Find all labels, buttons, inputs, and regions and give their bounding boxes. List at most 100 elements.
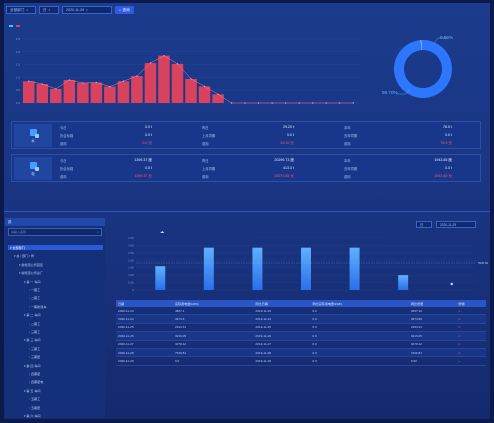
org-select[interactable]: 全部部门 ▾	[6, 6, 36, 14]
usage-bar[interactable]	[185, 78, 197, 103]
line-point[interactable]	[136, 75, 138, 77]
table-row[interactable]: 2020-11-25 2194.31 2019-11-25 0.0 2194.31 ∞	[116, 323, 486, 333]
legend-swatch[interactable]	[16, 25, 20, 28]
tree-item[interactable]: ▫ 二期工	[29, 321, 40, 326]
column-header[interactable]: 同比日期	[253, 300, 311, 307]
usage-bar[interactable]	[50, 88, 62, 103]
kpi-value-unit: 元	[148, 174, 152, 178]
legend-swatch[interactable]	[9, 25, 13, 28]
tree-item[interactable]: ▫ 三期配	[29, 354, 40, 359]
comparison-bar[interactable]	[349, 247, 360, 290]
column-header[interactable]: 实际用电量(kWh)	[172, 300, 254, 307]
line-point[interactable]	[257, 102, 260, 104]
column-header[interactable]: 同比增量	[408, 300, 457, 307]
period-select[interactable]: 日 ▾	[39, 6, 59, 14]
line-point[interactable]	[109, 85, 111, 88]
line-point[interactable]	[95, 81, 98, 84]
line-point[interactable]	[55, 88, 57, 90]
kpi-value-unit: 度	[448, 158, 452, 162]
date-select[interactable]: 2020-11-29 ▾	[62, 6, 112, 14]
usage-bar[interactable]	[212, 94, 224, 103]
column-header[interactable]: 同比实际用电量(kWh)	[310, 300, 409, 307]
usage-bar[interactable]	[63, 79, 76, 103]
usage-bar[interactable]	[117, 81, 130, 103]
line-point[interactable]	[82, 82, 84, 84]
line-point[interactable]	[149, 62, 152, 64]
tree-item[interactable]: ▾ 第 六 车间	[24, 413, 41, 418]
tree-item[interactable]: ▫ 三期工	[29, 346, 40, 351]
tree-item[interactable]: ▾ 第 一 车间	[24, 279, 41, 284]
tree-item[interactable]: ▾ 全部部门	[8, 245, 103, 250]
y-tick-label: 0.0	[16, 101, 21, 105]
usage-bar[interactable]	[198, 86, 211, 103]
table-row[interactable]: 2020-11-24 3974.8 2019-11-24 0.0 3974.80 ∞	[116, 314, 486, 324]
line-point[interactable]	[325, 102, 327, 104]
line-point[interactable]	[311, 102, 314, 104]
kpi-value-number: 0.0	[445, 133, 450, 137]
table-row[interactable]: 2020-11-29 0.0 2019-11-29 0.0 0.00 --	[116, 356, 486, 366]
tree-item[interactable]: ▾ 新能源公司总厂	[19, 270, 43, 275]
tree-item[interactable]: ▾ 第 五 车间	[24, 388, 41, 393]
table-row[interactable]: 2020-11-27 3278.42 2019-11-27 0.0 3278.42 ∞	[116, 340, 486, 349]
usage-bar[interactable]	[171, 63, 184, 103]
table-cell: 7326.81	[408, 348, 457, 358]
tree-item[interactable]: ▫ 一期工	[29, 287, 40, 292]
table-row[interactable]: 2020-11-28 7326.81 2019-11-28 0.0 7326.81 ∞	[116, 348, 486, 358]
line-point[interactable]	[244, 102, 246, 104]
line-point[interactable]	[284, 102, 287, 104]
usage-bar[interactable]	[144, 63, 157, 103]
line-point[interactable]	[271, 102, 273, 104]
comparison-bar[interactable]	[203, 247, 214, 290]
table-row[interactable]: 2020-11-23 4667.1 2019-11-23 0.0 4667.10 ∞	[116, 307, 486, 316]
comparison-bar[interactable]	[398, 275, 409, 290]
kpi-value-unit: t	[293, 166, 294, 170]
usage-bar[interactable]	[158, 55, 170, 103]
tree-item[interactable]: ▫ 五期工	[29, 396, 40, 401]
tree-item[interactable]: ▾ 第 三 车间	[24, 337, 41, 342]
line-point[interactable]	[68, 79, 71, 81]
tree-item[interactable]: ▾ 第 四 车间	[24, 363, 41, 368]
table-row[interactable]: 2020-11-26 3216.05 2019-11-26 0.0 3216.05 ∞	[116, 331, 486, 341]
tree-item[interactable]: ▾ 总 / 部门 / 局	[14, 253, 34, 258]
tree-search-input[interactable]: 请输入名称 ⌕	[8, 228, 102, 236]
line-point[interactable]	[217, 93, 219, 95]
line-point[interactable]	[203, 85, 206, 88]
table-cell: 0.0	[310, 340, 409, 349]
column-header[interactable]: 增幅	[456, 300, 486, 307]
usage-bar[interactable]	[90, 82, 103, 103]
line-point[interactable]	[176, 63, 179, 65]
marker-point[interactable]	[450, 282, 453, 286]
line-point[interactable]	[352, 102, 354, 104]
donut-slice[interactable]	[394, 40, 452, 98]
line-point[interactable]	[28, 80, 30, 82]
table-body: 2020-11-23 4667.1 2019-11-23 0.0 4667.10 ∞ 202…	[116, 307, 486, 366]
tree-item[interactable]: ▫ 四期配	[29, 371, 40, 376]
query-button[interactable]: ⌕ 查询	[115, 6, 134, 14]
tree-item[interactable]: ▫ 一期新建车	[29, 304, 46, 309]
line-point[interactable]	[122, 80, 125, 82]
comparison-bar[interactable]	[155, 266, 166, 290]
line-point[interactable]	[339, 102, 341, 104]
tree-item[interactable]: ▫ 二期工	[29, 295, 40, 300]
tree-item[interactable]: ▫ 四期配电	[29, 379, 43, 384]
comparison-bar[interactable]	[301, 247, 311, 290]
tree-item[interactable]: ▫ 五期配	[29, 405, 40, 410]
column-header[interactable]: 日期	[116, 300, 173, 307]
usage-bar[interactable]	[131, 76, 143, 103]
line-point[interactable]	[163, 54, 165, 57]
usage-bar[interactable]	[104, 86, 116, 103]
usage-bar[interactable]	[36, 84, 49, 103]
tree-item[interactable]: ▾ 第 二 车间	[24, 312, 41, 317]
line-point[interactable]	[190, 78, 192, 80]
line-point[interactable]	[41, 83, 43, 85]
date-select-right[interactable]: 2020-11-29	[436, 221, 476, 228]
tree-item[interactable]: ▾ 新能源公司园区	[19, 262, 43, 267]
comparison-bar[interactable]	[252, 247, 263, 290]
line-point[interactable]	[298, 102, 300, 104]
table-cell: 2019-11-27	[253, 340, 311, 349]
tree-item[interactable]: ▫ 三期工	[29, 329, 40, 334]
usage-bar[interactable]	[23, 81, 35, 103]
period-select-right[interactable]: 日	[416, 221, 432, 228]
line-point[interactable]	[230, 102, 233, 104]
usage-bar[interactable]	[77, 83, 89, 103]
